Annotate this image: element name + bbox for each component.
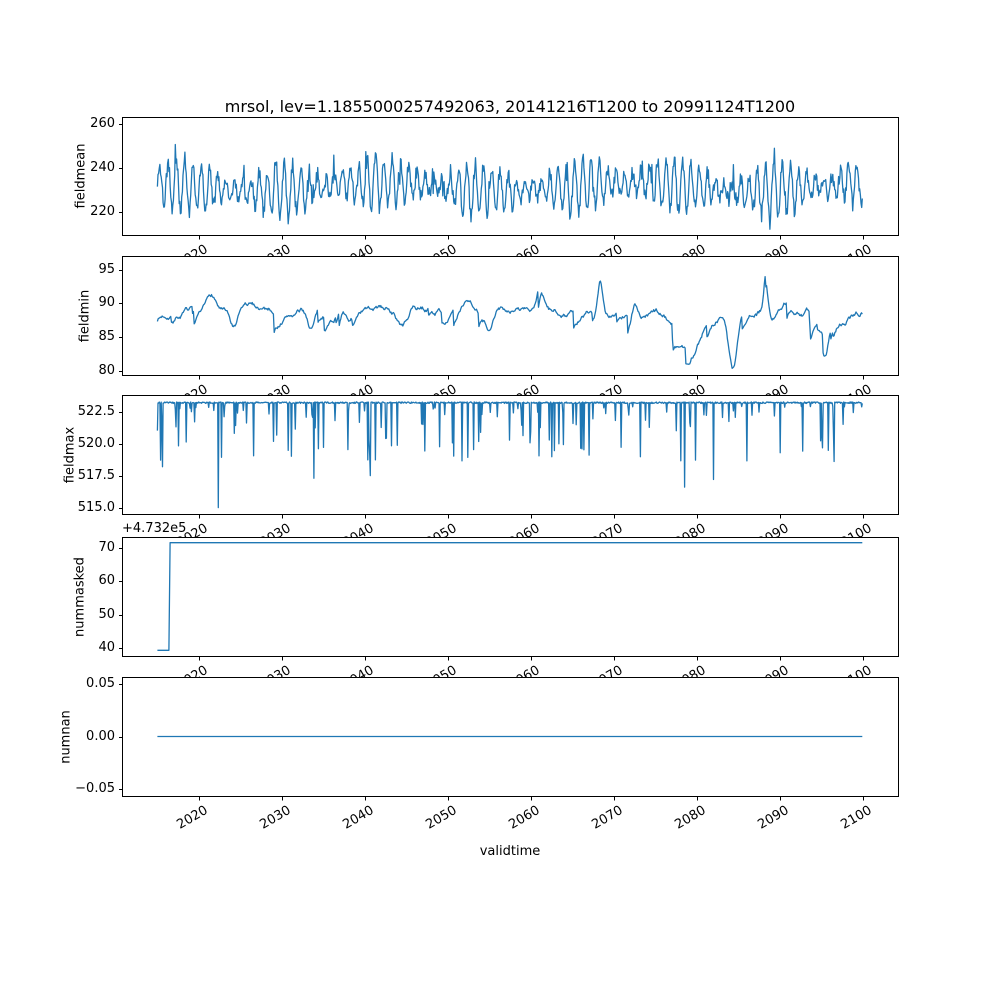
- x-tick-label: 2070: [589, 382, 625, 395]
- x-tick-label: 2100: [838, 242, 874, 256]
- x-tick-label: 2090: [755, 521, 792, 537]
- y-tick-label: 515.0: [77, 500, 115, 515]
- x-tick-label: 2040: [340, 803, 377, 833]
- x-tick-label: 2050: [423, 382, 459, 395]
- y-tick-label: 60: [98, 573, 115, 588]
- y-axis-label-nummasked: nummasked: [72, 556, 88, 637]
- axes-frame: [122, 256, 899, 376]
- x-tick-label: 2040: [340, 521, 377, 537]
- x-tick-label: 2040: [341, 242, 377, 256]
- x-tick-label: 2100: [838, 803, 875, 833]
- y-tick-label: 0.00: [86, 729, 115, 744]
- axes-frame: [122, 537, 899, 657]
- x-tick-label: 2070: [589, 663, 625, 677]
- y-tick-label: 240: [90, 160, 115, 175]
- x-tick-label: 2100: [838, 521, 875, 537]
- x-tick-label: 2070: [589, 803, 626, 833]
- series-line-fieldmin: [156, 276, 863, 369]
- axes-frame: [122, 395, 899, 515]
- x-tick-label: 2020: [175, 663, 211, 677]
- x-tick-label: 2080: [672, 242, 708, 256]
- series-line-nummasked: [157, 542, 863, 651]
- x-tick-labels: 2020 2030 2040 2050 2060 2070 2080 2090 2100: [0, 801, 1000, 845]
- x-tick-label: 2100: [838, 663, 874, 677]
- x-tick-label: 2040: [341, 663, 377, 677]
- x-tick-label: 2020: [175, 242, 211, 256]
- x-tick-label: 2060: [506, 521, 543, 537]
- x-tick-label: 2030: [258, 663, 294, 677]
- series-line-fieldmax: [156, 401, 863, 509]
- y-tick-label: 40: [98, 640, 115, 655]
- x-tick-label: 2060: [506, 242, 542, 256]
- y-tick-label: 522.5: [77, 404, 115, 419]
- x-tick-label: 2080: [672, 803, 709, 833]
- x-tick-label: 2030: [257, 521, 294, 537]
- y-tick-label: 90: [98, 295, 115, 310]
- y-tick-label: 517.5: [77, 468, 115, 483]
- x-tick-label: 2030: [257, 803, 294, 833]
- y-tick-label: 80: [98, 363, 115, 378]
- y-tick-label: 95: [98, 262, 115, 277]
- x-tick-label: 2060: [506, 382, 542, 395]
- x-tick-labels: 2020 2030 2040 2050 2060 2070 2080 2090 2100: [0, 661, 1000, 677]
- y-tick-label: 0.05: [86, 676, 115, 691]
- y-tick-label: −0.05: [75, 781, 115, 796]
- x-tick-label: 2080: [672, 382, 708, 395]
- x-tick-label: 2020: [174, 803, 211, 833]
- axes-frame: [122, 117, 899, 236]
- x-tick-label: 2070: [589, 521, 626, 537]
- x-tick-label: 2070: [589, 242, 625, 256]
- x-tick-label: 2030: [258, 382, 294, 395]
- x-tick-label: 2020: [175, 382, 211, 395]
- x-tick-label: 2050: [423, 521, 460, 537]
- y-tick-label: 70: [98, 540, 115, 555]
- x-tick-label: 2040: [341, 382, 377, 395]
- x-tick-label: 2100: [838, 382, 874, 395]
- y-tick-label: 520.0: [77, 436, 115, 451]
- x-tick-label: 2060: [506, 803, 543, 833]
- x-tick-label: 2050: [423, 803, 460, 833]
- x-tick-label: 2090: [755, 382, 791, 395]
- x-tick-labels: 2020 2030 2040 2050 2060 2070 2080 2090 2100: [0, 240, 1000, 256]
- x-tick-label: 2020: [174, 521, 211, 537]
- x-tick-label: 2050: [423, 663, 459, 677]
- x-tick-label: 2090: [755, 242, 791, 256]
- y-tick-label: 85: [98, 329, 115, 344]
- series-line-fieldmean: [156, 143, 863, 230]
- y-axis-label-numnan: numnan: [58, 709, 74, 764]
- x-tick-label: 2060: [506, 663, 542, 677]
- x-tick-labels: 2020 2030 2040 2050 2060 2070 2080 2090 2100: [0, 519, 1000, 537]
- y-axis-label-fieldmean: fieldmean: [73, 143, 89, 209]
- chart-title: mrsol, lev=1.1855000257492063, 20141216T…: [224, 97, 796, 116]
- x-axis-label: validtime: [479, 844, 541, 859]
- y-tick-label: 260: [90, 116, 115, 131]
- y-axis-label-fieldmin: fieldmin: [77, 289, 93, 342]
- y-tick-label: 220: [90, 204, 115, 219]
- y-axis-label-fieldmax: fieldmax: [62, 426, 78, 483]
- x-tick-label: 2050: [423, 242, 459, 256]
- y-axis-offset-text: +4.732e5: [122, 521, 187, 536]
- x-tick-labels: 2020 2030 2040 2050 2060 2070 2080 2090 2100: [0, 380, 1000, 395]
- x-tick-label: 2080: [672, 521, 709, 537]
- x-tick-label: 2090: [755, 663, 791, 677]
- axes-frame: [122, 677, 899, 797]
- x-tick-label: 2090: [755, 803, 792, 833]
- x-tick-label: 2080: [672, 663, 708, 677]
- x-tick-label: 2030: [258, 242, 294, 256]
- y-tick-label: 50: [98, 607, 115, 622]
